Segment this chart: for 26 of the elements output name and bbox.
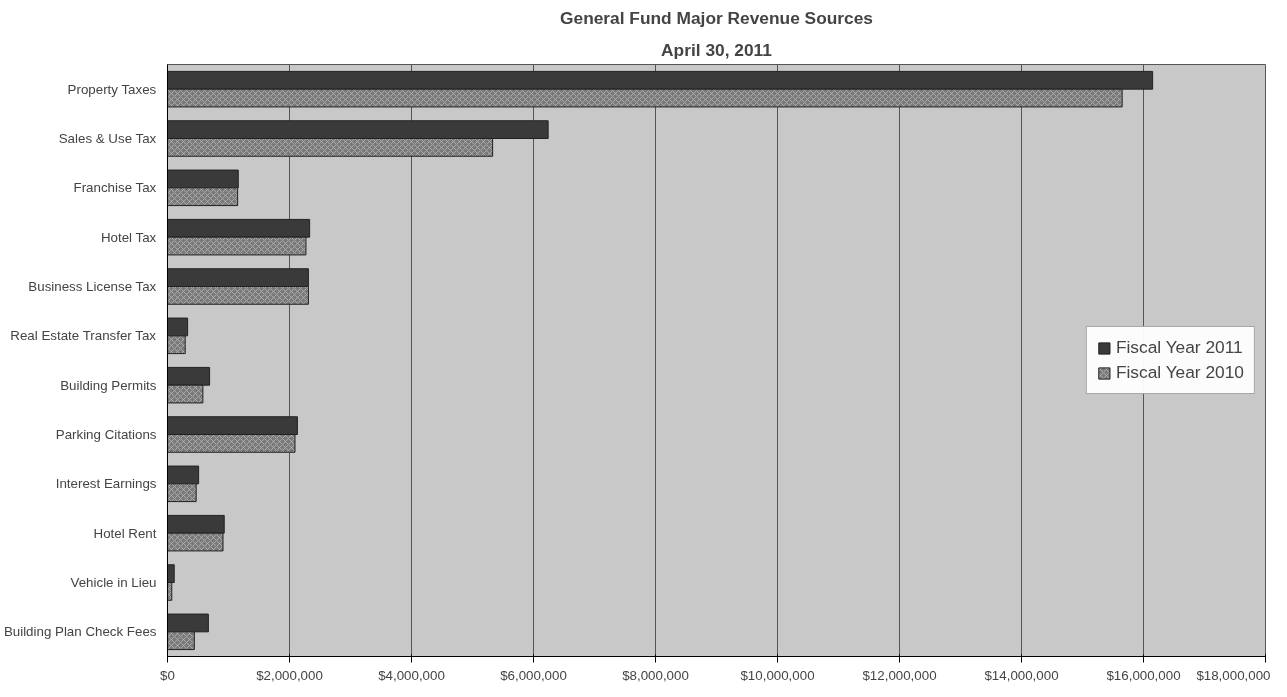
x-tick-label: $8,000,000	[622, 667, 689, 683]
legend-label: Fiscal Year 2011	[1115, 337, 1243, 358]
y-tick-label: Hotel Rent	[93, 525, 157, 541]
y-tick-label: Vehicle in Lieu	[70, 575, 157, 590]
y-tick-label: Sales & Use Tax	[58, 131, 157, 146]
x-tick-label: $14,000,000	[984, 667, 1059, 683]
x-tick-label: $0	[160, 667, 175, 683]
chart-subtitle: April 30, 2011	[661, 39, 773, 60]
x-tick-label: $4,000,000	[378, 667, 445, 683]
y-tick-label: Property Taxes	[67, 81, 157, 97]
legend-label: Fiscal Year 2010	[1115, 362, 1244, 383]
y-tick-label: Hotel Tax	[100, 229, 157, 245]
y-tick-label: Building Plan Check Fees	[3, 624, 157, 640]
chart-title: General Fund Major Revenue Sources	[560, 7, 873, 28]
x-tick-label: $2,000,000	[256, 667, 323, 683]
y-tick-label: Real Estate Transfer Tax	[10, 328, 157, 344]
y-tick-label: Business License Tax	[28, 279, 157, 294]
y-tick-label: Building Permits	[60, 377, 157, 393]
x-tick-label: $6,000,000	[500, 667, 567, 683]
x-tick-label: $16,000,000	[1106, 667, 1181, 683]
y-tick-label: Parking Citations	[55, 427, 157, 442]
x-tick-label: $12,000,000	[862, 667, 937, 683]
x-tick-label: $18,000,000	[1196, 667, 1271, 683]
y-tick-label: Franchise Tax	[73, 180, 157, 196]
y-tick-label: Interest Earnings	[55, 476, 157, 492]
x-tick-label: $10,000,000	[740, 667, 815, 683]
